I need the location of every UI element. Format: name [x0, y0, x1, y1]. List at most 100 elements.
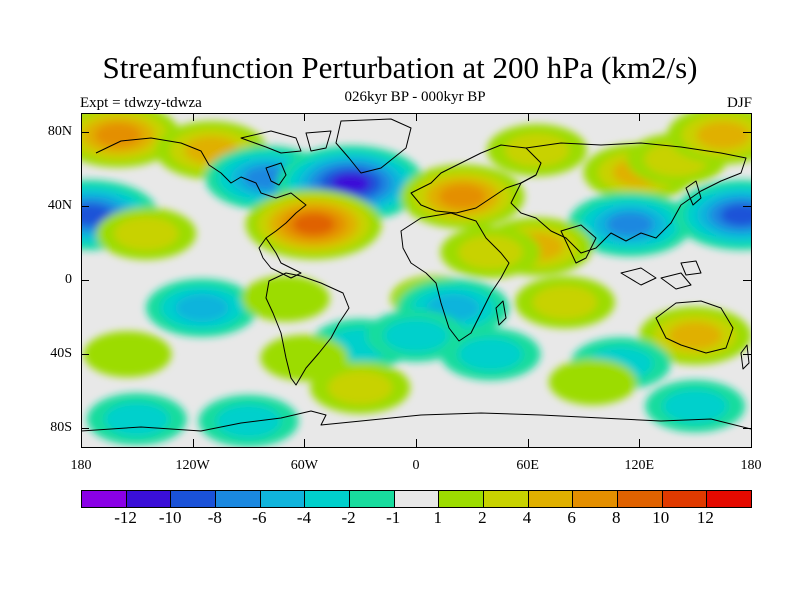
anomaly-center-4-band-4	[292, 213, 335, 236]
colorbar-label: 12	[696, 508, 714, 527]
y-tick-mark	[743, 354, 751, 356]
x-tick-label: 60E	[516, 458, 539, 473]
anomaly-center-29-band-0	[548, 359, 637, 406]
anomaly-center-13-band-1	[114, 216, 179, 251]
colorbar-label: 6	[567, 508, 576, 527]
coastline-india	[560, 224, 597, 264]
x-tick-mark	[81, 113, 82, 121]
colorbar-label: 2	[478, 508, 487, 527]
anomaly-center-3-band-5	[331, 173, 371, 194]
colorbar-label: 8	[611, 508, 621, 527]
coastline-madagascar	[495, 300, 507, 326]
x-tick-label: 0	[412, 458, 420, 473]
coastline-new-zealand	[740, 344, 750, 370]
y-tick-label: 80S	[50, 420, 72, 436]
x-tick-mark	[639, 113, 641, 121]
x-tick-mark	[192, 439, 194, 447]
anomaly-center-22-band-1	[383, 318, 449, 353]
coastline-antarctica	[81, 410, 751, 432]
x-tick-mark	[751, 113, 752, 121]
x-tick-mark	[416, 113, 417, 121]
y-tick-mark	[81, 428, 89, 430]
y-tick-label: 40S	[50, 346, 72, 362]
colorbar-label: -12	[114, 508, 137, 527]
anomaly-center-6-band-1	[504, 133, 570, 167]
anomaly-center-5-band-3	[439, 184, 486, 209]
experiment-label: Expt = tdwzy-tdwza	[80, 95, 202, 111]
y-tick-mark	[81, 131, 89, 133]
anomaly-center-18-band-0	[241, 275, 330, 322]
coastline-africa	[400, 212, 510, 342]
x-tick-label: 120W	[175, 458, 210, 473]
anomaly-center-32-band-1	[663, 389, 728, 423]
colorbar-box	[662, 491, 708, 507]
colorbar-box	[82, 491, 127, 507]
anomaly-center-24-band-2	[668, 321, 722, 350]
colorbar-box	[394, 491, 440, 507]
plot-title: Streamfunction Perturbation at 200 hPa (…	[102, 50, 698, 85]
anomaly-center-11-band-4	[720, 204, 751, 226]
colorbar-box	[171, 491, 217, 507]
colorbar-label: 10	[652, 508, 670, 527]
coastline-asia	[510, 142, 747, 254]
coastline-hudson-bay	[265, 162, 287, 186]
anomaly-center-0-band-3	[94, 123, 142, 148]
anomaly-center-30-band-1	[104, 402, 169, 436]
colorbar-box	[573, 491, 619, 507]
contour-map	[81, 113, 751, 447]
colorbar-label: 4	[522, 508, 532, 527]
x-tick-label: 180	[740, 458, 762, 473]
colorbar-label: -1	[386, 508, 401, 527]
anomaly-center-17-band-2	[175, 294, 229, 322]
colorbar-box	[707, 491, 752, 507]
anomaly-center-16-band-1	[532, 285, 597, 319]
y-tick-label: 80N	[47, 123, 72, 139]
x-tick-mark	[304, 113, 306, 121]
y-tick-label: 40N	[47, 197, 72, 213]
colorbar-box	[618, 491, 663, 507]
colorbar-label: -2	[341, 508, 356, 527]
x-tick-mark	[304, 439, 306, 447]
y-tick-mark	[743, 205, 751, 207]
colorbar-label: 1	[433, 508, 443, 527]
y-tick-mark	[743, 280, 751, 281]
y-tick-mark	[81, 354, 89, 356]
colorbar	[81, 490, 752, 508]
colorbar-box	[216, 491, 261, 507]
x-tick-mark	[639, 439, 641, 447]
colorbar-box	[439, 491, 485, 507]
y-tick-label: 0	[65, 272, 72, 287]
x-tick-label: 60W	[290, 458, 318, 473]
x-tick-mark	[192, 113, 194, 121]
season-label: DJF	[726, 95, 752, 111]
anomaly-center-31-band-1	[216, 404, 281, 438]
coastline-japan	[685, 180, 702, 206]
anomaly-center-15-band-1	[458, 235, 523, 269]
anomaly-center-9-band-2	[696, 121, 750, 149]
x-tick-mark	[416, 439, 417, 447]
x-tick-label: 120E	[624, 458, 655, 473]
map-panel	[81, 113, 751, 447]
y-tick-mark	[81, 205, 89, 207]
anomaly-center-28-band-1	[328, 370, 393, 405]
anomaly-center-23-band-1	[458, 337, 523, 371]
colorbar-label: -8	[207, 508, 222, 527]
anomaly-center-10-band-3	[606, 212, 654, 237]
colorbar-label: -6	[252, 508, 267, 527]
y-tick-mark	[743, 428, 751, 430]
colorbar-box	[350, 491, 395, 507]
coastline-australia	[655, 300, 734, 354]
x-tick-mark	[527, 113, 529, 121]
anomaly-center-26-band-0	[83, 331, 172, 378]
colorbar-box	[305, 491, 351, 507]
colorbar-box	[528, 491, 574, 507]
coastline-north-america	[95, 137, 307, 279]
coastline-greenland	[335, 118, 412, 174]
coastline-arctic-islands	[240, 130, 332, 154]
coastline-south-america	[265, 272, 350, 386]
y-tick-mark	[81, 280, 89, 281]
colorbar-label: -4	[296, 508, 312, 527]
colorbar-box	[260, 491, 306, 507]
x-tick-mark	[751, 439, 752, 447]
x-tick-mark	[81, 439, 82, 447]
